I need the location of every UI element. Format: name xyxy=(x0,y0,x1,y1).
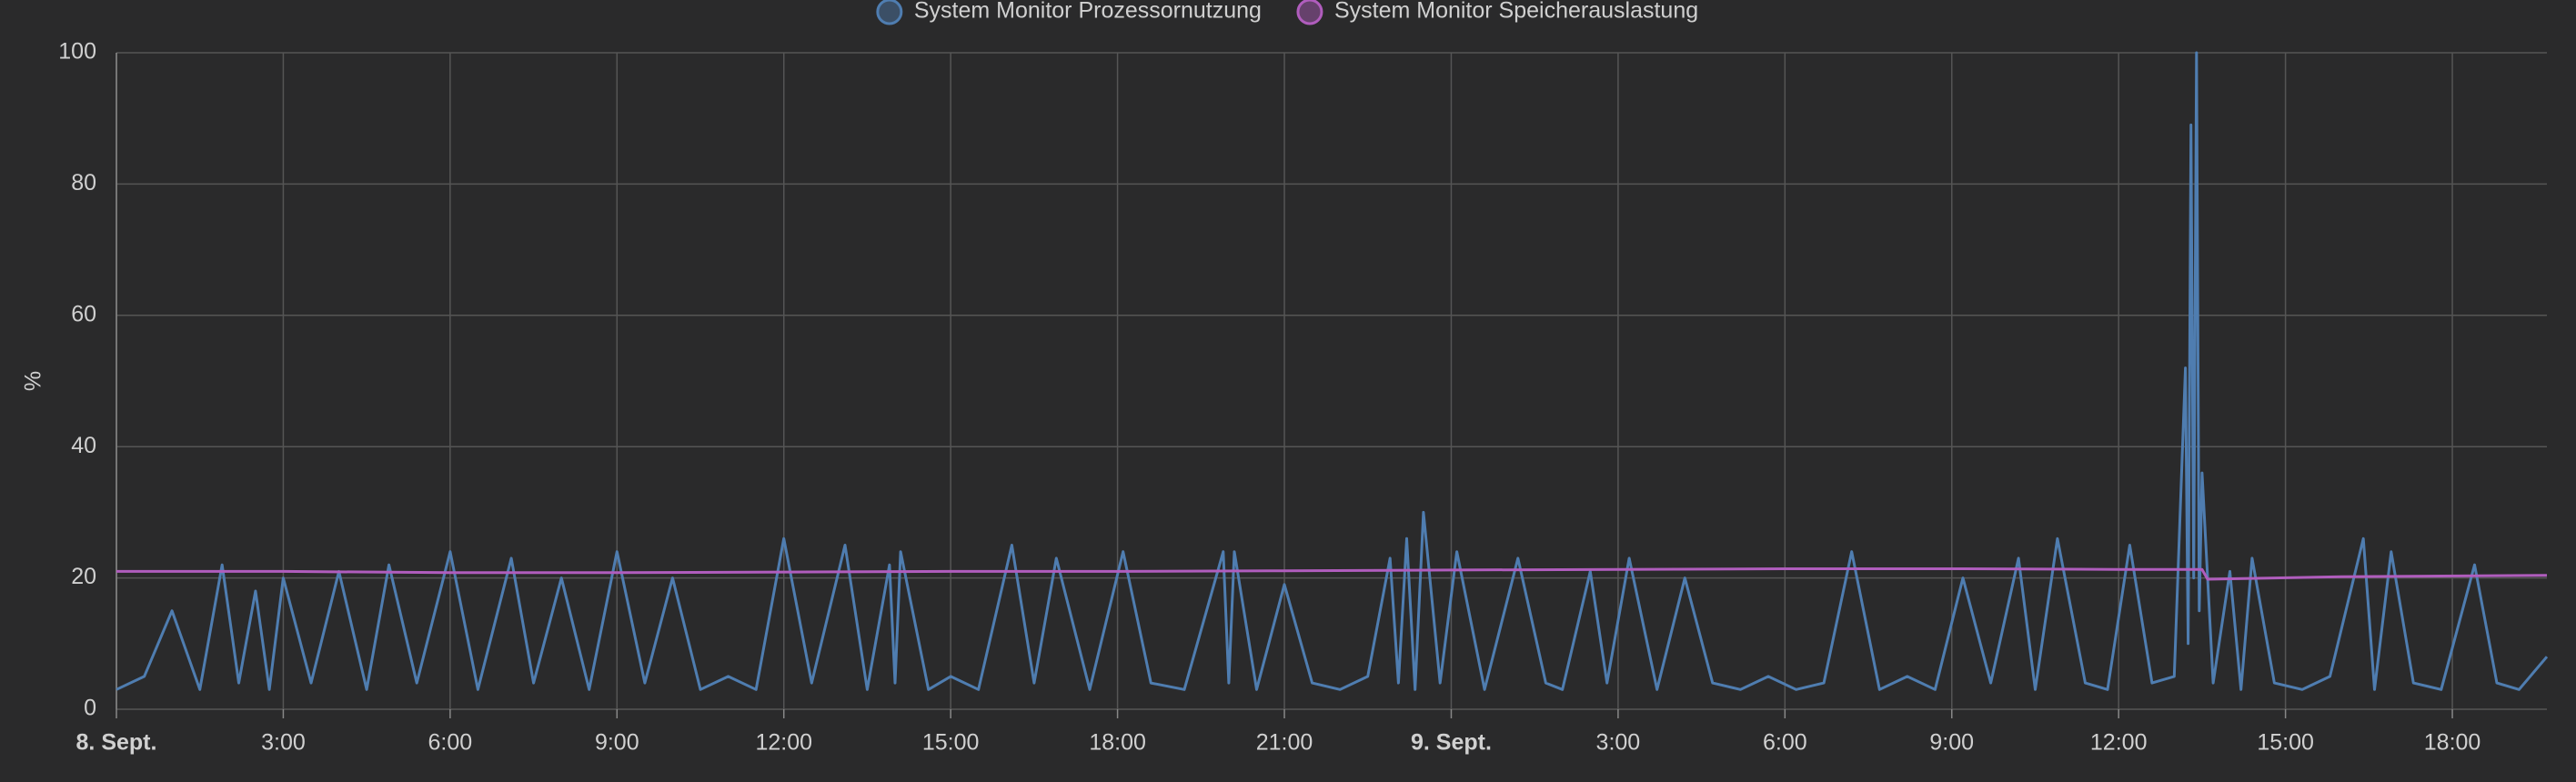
y-tick-label: 80 xyxy=(71,170,96,196)
y-tick-label: 20 xyxy=(71,564,96,589)
x-tick-label: 9. Sept. xyxy=(1411,730,1492,756)
legend-marker xyxy=(1296,0,1323,25)
legend-label: System Monitor Speicherauslastung xyxy=(1334,0,1698,24)
x-tick-label: 15:00 xyxy=(922,730,980,756)
x-tick-label: 9:00 xyxy=(1929,730,1974,756)
series-line xyxy=(116,567,2548,581)
x-tick-label: 18:00 xyxy=(1089,730,1146,756)
x-tick-label: 15:00 xyxy=(2257,730,2314,756)
x-tick-label: 3:00 xyxy=(261,730,306,756)
y-tick-label: 100 xyxy=(58,39,96,65)
x-tick-label: 12:00 xyxy=(755,730,812,756)
x-tick-label: 8. Sept. xyxy=(76,730,157,756)
x-tick-label: 9:00 xyxy=(595,730,639,756)
x-tick-label: 21:00 xyxy=(1256,730,1313,756)
legend: System Monitor Prozessornutzung System Mo… xyxy=(876,0,1698,25)
x-tick-label: 18:00 xyxy=(2424,730,2481,756)
series-line xyxy=(116,51,2549,691)
y-axis-label: % xyxy=(21,371,46,391)
x-tick-label: 6:00 xyxy=(1763,730,1807,756)
y-tick-label: 60 xyxy=(71,301,96,326)
y-tick-label: 0 xyxy=(84,696,96,721)
x-tick-label: 6:00 xyxy=(428,730,473,756)
x-tick-label: 12:00 xyxy=(2090,730,2148,756)
y-tick-label: 40 xyxy=(71,433,96,458)
x-tick-label: 3:00 xyxy=(1596,730,1641,756)
legend-marker xyxy=(876,0,903,25)
legend-label: System Monitor Prozessornutzung xyxy=(914,0,1262,24)
